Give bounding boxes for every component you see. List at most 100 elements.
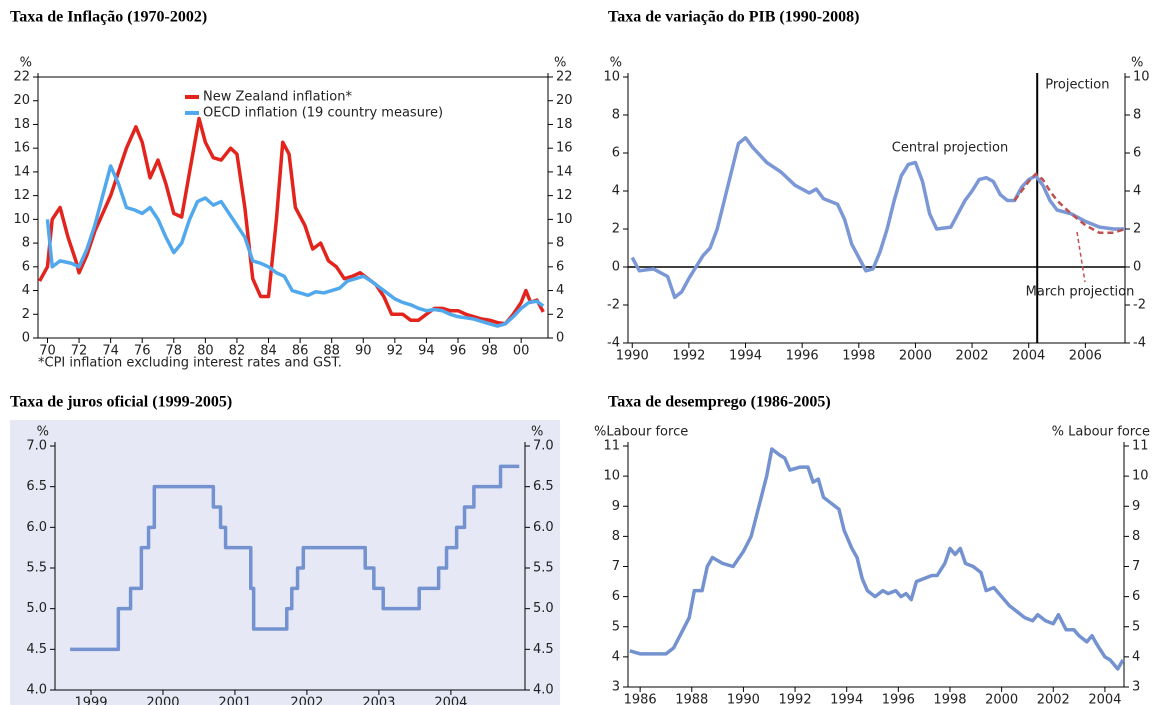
y-tick-label: 0 xyxy=(22,331,30,346)
x-tick-label: 2004 xyxy=(1088,693,1121,705)
y2-tick-label: 2 xyxy=(556,307,564,322)
y2-tick-label: 0 xyxy=(556,331,564,346)
y-tick-label: 5 xyxy=(612,619,620,634)
projection-label: Projection xyxy=(1045,78,1109,93)
y2-tick-label: -4 xyxy=(1133,336,1146,351)
series-label: Central projection xyxy=(892,141,1008,156)
y-tick-label: 22 xyxy=(13,70,30,85)
series-line xyxy=(38,116,545,326)
y-tick-label: 18 xyxy=(13,117,30,132)
x-tick-label: 1998 xyxy=(842,349,875,364)
x-tick-label: 78 xyxy=(166,344,183,359)
y-tick-label: 6.5 xyxy=(26,479,47,494)
series-line xyxy=(45,164,545,328)
x-tick-label: 1986 xyxy=(624,693,657,705)
y-tick-label: 16 xyxy=(13,141,30,156)
y2-tick-label: 0 xyxy=(1133,260,1141,275)
y2-tick-label: 6 xyxy=(556,259,564,274)
y2-tick-label: 18 xyxy=(556,117,573,132)
series-line xyxy=(70,464,520,652)
y-unit-right: % Labour force xyxy=(1052,425,1150,440)
y2-tick-label: 6 xyxy=(1132,589,1140,604)
x-tick-label: 90 xyxy=(355,344,372,359)
y-tick-label: 2 xyxy=(22,307,30,322)
x-tick-label: 1988 xyxy=(675,693,708,705)
y-unit-left: % xyxy=(20,56,32,71)
y-tick-label: 4.0 xyxy=(26,683,47,698)
y-unit-right: % xyxy=(1131,56,1143,71)
x-tick-label: 86 xyxy=(292,344,309,359)
x-tick-label: 2002 xyxy=(290,696,323,705)
y2-tick-label: 10 xyxy=(1133,70,1150,85)
y2-tick-label: 6.5 xyxy=(533,479,554,494)
y2-tick-label: -2 xyxy=(1133,298,1146,313)
x-tick-label: 1990 xyxy=(727,693,760,705)
x-tick-label: 92 xyxy=(387,344,404,359)
y-tick-label: 2 xyxy=(612,222,620,237)
chart-title: Taxa de Inflação (1970-2002) xyxy=(10,9,207,26)
x-tick-label: 1996 xyxy=(882,693,915,705)
x-tick-label: 70 xyxy=(39,344,56,359)
y-tick-label: 10 xyxy=(603,70,620,85)
y-unit-right: % xyxy=(554,56,566,71)
chart-title: Taxa de desemprego (1986-2005) xyxy=(608,394,831,411)
x-tick-label: 2000 xyxy=(146,696,179,705)
x-tick-label: 2000 xyxy=(985,693,1018,705)
y-unit-left: % xyxy=(610,56,622,71)
x-tick-label: 1999 xyxy=(74,696,107,705)
chart-title: Taxa de variação do PIB (1990-2008) xyxy=(608,9,859,26)
x-tick-label: 2002 xyxy=(1037,693,1070,705)
y-tick-label: 4 xyxy=(22,283,30,298)
x-tick-label: 1990 xyxy=(616,349,649,364)
x-tick-label: 1994 xyxy=(830,693,863,705)
y2-tick-label: 10 xyxy=(1132,469,1149,484)
y2-tick-label: 2 xyxy=(1133,222,1141,237)
legend-label: New Zealand inflation* xyxy=(203,90,352,105)
x-tick-label: 94 xyxy=(418,344,435,359)
x-tick-label: 88 xyxy=(323,344,340,359)
y2-tick-label: 9 xyxy=(1132,499,1140,514)
y2-tick-label: 4.5 xyxy=(533,642,554,657)
x-tick-label: 2002 xyxy=(956,349,989,364)
series-line xyxy=(1013,172,1126,235)
legend-label: OECD inflation (19 country measure) xyxy=(203,106,443,121)
y2-tick-label: 5.5 xyxy=(533,561,554,576)
y2-tick-label: 10 xyxy=(556,212,573,227)
x-tick-label: 76 xyxy=(134,344,151,359)
y-tick-label: 4 xyxy=(612,649,620,664)
y-tick-label: 12 xyxy=(13,188,30,203)
x-tick-label: 82 xyxy=(229,344,246,359)
y-tick-label: 5.5 xyxy=(26,561,47,576)
y2-tick-label: 22 xyxy=(556,70,573,85)
y-tick-label: 6 xyxy=(612,589,620,604)
y2-tick-label: 5 xyxy=(1132,619,1140,634)
y-tick-label: 5.0 xyxy=(26,601,47,616)
y2-tick-label: 16 xyxy=(556,141,573,156)
x-tick-label: 1994 xyxy=(729,349,762,364)
y-tick-label: 8 xyxy=(612,108,620,123)
y2-tick-label: 6.0 xyxy=(533,520,554,535)
x-tick-label: 2000 xyxy=(899,349,932,364)
series-line xyxy=(630,136,1125,300)
y2-tick-label: 6 xyxy=(1133,146,1141,161)
y-tick-label: 7.0 xyxy=(26,439,47,454)
y2-tick-label: 4 xyxy=(556,283,564,298)
y2-tick-label: 4.0 xyxy=(533,683,554,698)
x-tick-label: 1992 xyxy=(779,693,812,705)
y-unit-left: % xyxy=(37,425,49,440)
y-unit-left: %Labour force xyxy=(594,425,688,440)
y-tick-label: 20 xyxy=(13,93,30,108)
y2-tick-label: 7.0 xyxy=(533,439,554,454)
y2-tick-label: 4 xyxy=(1133,184,1141,199)
y-tick-label: 4.5 xyxy=(26,642,47,657)
x-tick-label: 2006 xyxy=(1069,349,1102,364)
x-tick-label: 96 xyxy=(450,344,467,359)
series-label: March projection xyxy=(1026,285,1135,300)
y-tick-label: 8 xyxy=(612,529,620,544)
y2-tick-label: 12 xyxy=(556,188,573,203)
y-tick-label: 0 xyxy=(612,260,620,275)
x-tick-label: 00 xyxy=(513,344,530,359)
leader xyxy=(1076,231,1086,283)
x-tick-label: 98 xyxy=(481,344,498,359)
